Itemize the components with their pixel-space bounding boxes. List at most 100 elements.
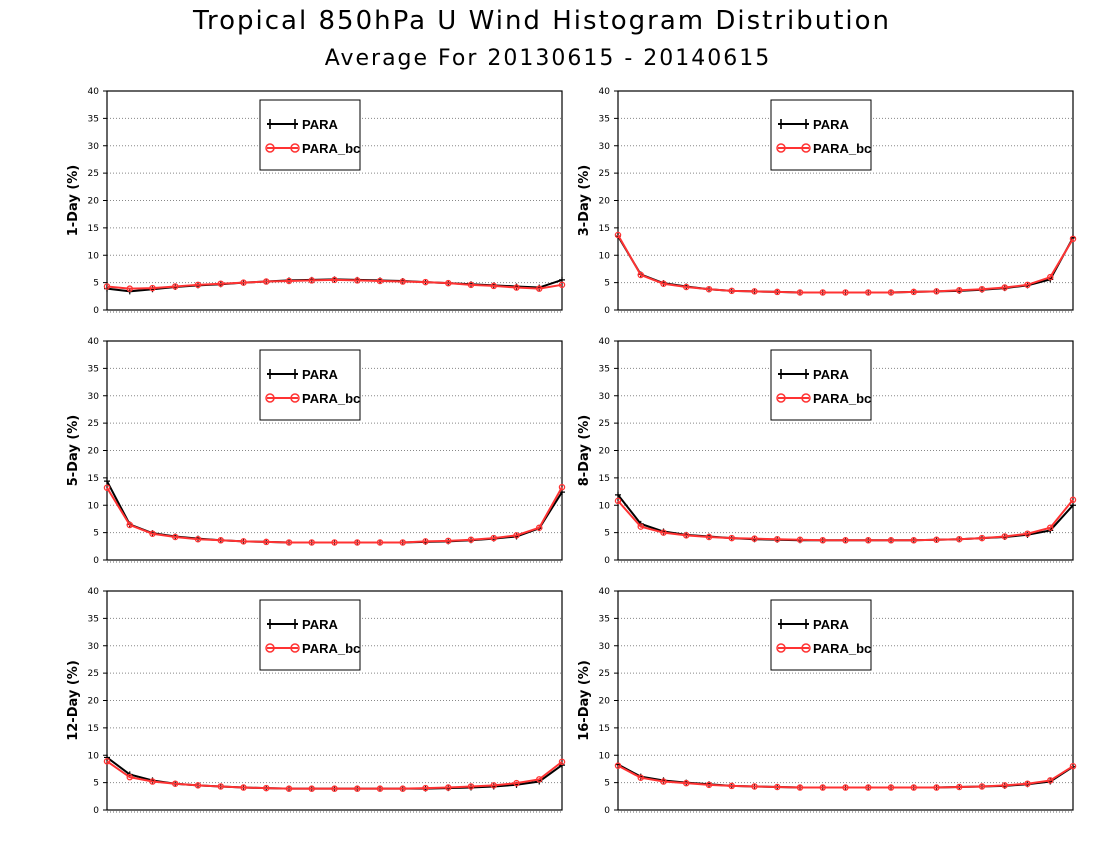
legend-label: PARA_bc xyxy=(813,641,871,656)
data-point-para-bc xyxy=(422,278,429,286)
chart-panel: 0 5 10 15 20 25 30 35 40 1-Day (%) PARA PARA_bc xyxy=(66,87,566,316)
data-point-para-bc xyxy=(956,287,963,294)
y-tick-label: 30 xyxy=(599,642,611,652)
data-point-para-bc xyxy=(774,288,781,296)
legend-marker xyxy=(776,143,786,153)
data-point-para-bc xyxy=(683,779,690,787)
series-line-para-bc xyxy=(106,760,563,790)
data-point-para-bc xyxy=(558,281,566,289)
data-point-para-bc xyxy=(217,280,224,287)
data-point-para-bc xyxy=(149,284,156,292)
data-point-para xyxy=(104,478,110,485)
data-point-para-bc xyxy=(887,289,895,296)
data-point-para-bc xyxy=(308,785,315,792)
legend-marker xyxy=(780,119,807,129)
legend-marker xyxy=(801,643,811,653)
series-line-para-bc xyxy=(106,278,563,290)
data-point-para-bc xyxy=(353,785,361,792)
y-tick-label: 35 xyxy=(599,114,610,124)
y-tick-label: 15 xyxy=(599,724,610,734)
legend-marker xyxy=(780,619,807,629)
data-point-para-bc xyxy=(728,534,736,542)
data-point-para-bc xyxy=(842,784,849,791)
data-point-para-bc xyxy=(217,783,224,790)
legend-marker xyxy=(290,393,300,403)
y-axis-label: 1-Day (%) xyxy=(66,165,81,237)
plot-frame xyxy=(617,340,1074,561)
y-tick-label: 35 xyxy=(599,614,610,624)
y-tick-label: 35 xyxy=(88,364,99,374)
data-point-para-bc xyxy=(910,537,918,544)
chart-panel: 0 5 10 15 20 25 30 35 40 3-Day (%) PARA PARA_bc xyxy=(577,87,1077,316)
data-point-para-bc xyxy=(331,785,338,792)
data-point-para-bc xyxy=(285,785,293,792)
data-point-para-bc xyxy=(422,784,429,792)
y-tick-label: 20 xyxy=(599,697,611,707)
data-point-para-bc xyxy=(1001,533,1009,540)
data-point-para-bc xyxy=(262,278,270,285)
y-tick-label: 40 xyxy=(599,587,611,597)
data-point-para-bc xyxy=(1047,524,1054,531)
data-point-para-bc xyxy=(444,279,452,287)
y-tick-label: 0 xyxy=(93,806,99,816)
y-tick-label: 40 xyxy=(88,87,100,97)
data-point-para-bc xyxy=(705,781,713,789)
legend-box xyxy=(770,599,872,671)
data-point-para-bc xyxy=(376,539,384,546)
legend-label: PARA_bc xyxy=(302,391,360,406)
y-tick-label: 15 xyxy=(88,474,99,484)
y-tick-label: 0 xyxy=(604,556,610,566)
data-point-para xyxy=(104,754,110,761)
data-point-para-bc xyxy=(353,277,361,284)
data-point-para-bc xyxy=(774,535,781,543)
data-point-para-bc xyxy=(796,536,804,543)
data-point-para-bc xyxy=(637,774,645,781)
data-point-para-bc xyxy=(558,483,566,491)
data-point-para-bc xyxy=(978,285,986,293)
legend-marker xyxy=(265,393,275,403)
data-point-para-bc xyxy=(490,782,497,789)
data-point-para-bc xyxy=(194,281,202,289)
data-point-para-bc xyxy=(103,283,111,290)
data-point-para-bc xyxy=(1024,780,1031,787)
data-point-para-bc xyxy=(910,784,918,791)
legend-label: PARA_bc xyxy=(302,141,360,156)
y-tick-label: 30 xyxy=(599,392,611,402)
y-tick-label: 30 xyxy=(88,142,100,152)
data-point-para-bc xyxy=(728,782,736,790)
legend-marker xyxy=(265,143,275,153)
data-point-para xyxy=(1070,502,1076,509)
chart-subtitle: Average For 20130615 - 20140615 xyxy=(324,46,772,71)
data-point-para-bc xyxy=(194,782,202,789)
data-point-para-bc xyxy=(1069,496,1077,504)
data-point-para-bc xyxy=(910,288,918,296)
data-point-para-bc xyxy=(513,779,520,787)
data-point-para-bc xyxy=(933,784,940,791)
data-point-para-bc xyxy=(149,778,156,785)
data-point-para-bc xyxy=(171,533,179,541)
data-point-para-bc xyxy=(842,289,849,296)
data-point-para-bc xyxy=(149,530,156,537)
legend-marker xyxy=(269,119,296,129)
data-point-para-bc xyxy=(1069,762,1077,770)
y-tick-label: 25 xyxy=(88,169,99,179)
data-point-para-bc xyxy=(842,537,849,544)
y-tick-label: 40 xyxy=(599,337,611,347)
y-tick-label: 40 xyxy=(599,87,611,97)
data-point-para-bc xyxy=(240,538,247,545)
data-point-para-bc xyxy=(467,783,475,790)
series-line-para-bc xyxy=(617,764,1074,789)
data-point-para-bc xyxy=(1001,284,1009,291)
data-point-para-bc xyxy=(660,778,667,785)
legend-label: PARA xyxy=(302,367,338,382)
y-tick-label: 25 xyxy=(599,419,610,429)
legend-label: PARA_bc xyxy=(813,141,871,156)
legend-label: PARA xyxy=(302,617,338,632)
data-point-para-bc xyxy=(194,535,202,543)
y-tick-label: 15 xyxy=(599,474,610,484)
data-point-para-bc xyxy=(217,537,224,544)
chart-title: Tropical 850hPa U Wind Histogram Distrib… xyxy=(192,6,892,36)
series-line-para-bc xyxy=(106,486,563,544)
legend-marker xyxy=(776,643,786,653)
data-point-para-bc xyxy=(751,535,758,542)
